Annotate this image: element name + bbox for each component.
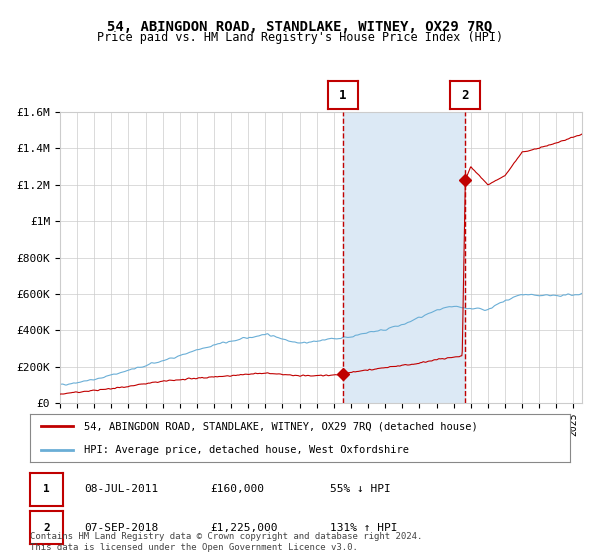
Text: 07-SEP-2018: 07-SEP-2018	[84, 522, 158, 533]
Text: 54, ABINGDON ROAD, STANDLAKE, WITNEY, OX29 7RQ (detached house): 54, ABINGDON ROAD, STANDLAKE, WITNEY, OX…	[84, 421, 478, 431]
Text: 08-JUL-2011: 08-JUL-2011	[84, 484, 158, 494]
Text: 2: 2	[461, 88, 469, 102]
Bar	[343, 112, 465, 403]
Text: Price paid vs. HM Land Registry's House Price Index (HPI): Price paid vs. HM Land Registry's House …	[97, 31, 503, 44]
Text: £160,000: £160,000	[210, 484, 264, 494]
Text: 131% ↑ HPI: 131% ↑ HPI	[330, 522, 398, 533]
Text: 1: 1	[339, 88, 346, 102]
Text: 2: 2	[43, 522, 50, 533]
Text: 55% ↓ HPI: 55% ↓ HPI	[330, 484, 391, 494]
Text: Contains HM Land Registry data © Crown copyright and database right 2024.
This d: Contains HM Land Registry data © Crown c…	[30, 532, 422, 552]
Text: HPI: Average price, detached house, West Oxfordshire: HPI: Average price, detached house, West…	[84, 445, 409, 455]
Text: 54, ABINGDON ROAD, STANDLAKE, WITNEY, OX29 7RQ: 54, ABINGDON ROAD, STANDLAKE, WITNEY, OX…	[107, 20, 493, 34]
Text: 1: 1	[43, 484, 50, 494]
Text: £1,225,000: £1,225,000	[210, 522, 277, 533]
